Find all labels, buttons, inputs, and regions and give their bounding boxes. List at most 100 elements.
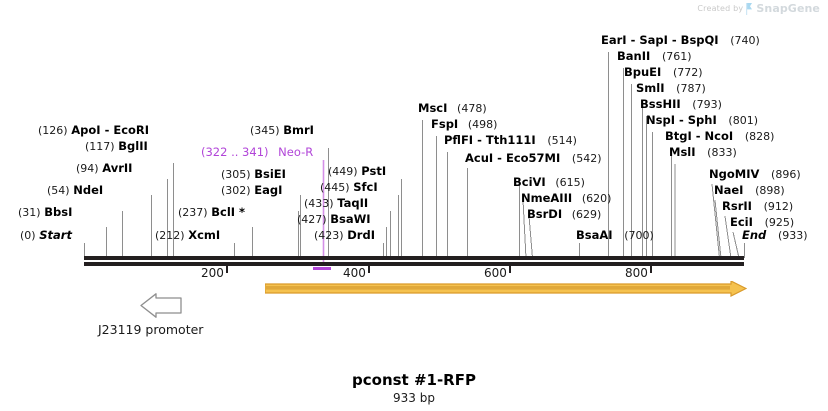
site-position: (126) [38, 124, 68, 137]
site-name: BciVI [513, 175, 546, 189]
site-label-ngomiv[interactable]: NgoMIV (896) [709, 168, 801, 182]
site-label-bbsi[interactable]: (31) BbsI [18, 205, 73, 220]
site-label-start[interactable]: (0) Start [20, 228, 72, 243]
site-label-bcli[interactable]: (237) BclI * [178, 205, 246, 220]
site-label-eari-sapi-bspqi[interactable]: EarI - SapI - BspQI (740) [601, 34, 760, 48]
feature-label-neo-r[interactable]: (322 .. 341) Neo-R [201, 146, 313, 159]
site-name: SmlI [636, 81, 665, 95]
site-position: (302) [221, 184, 251, 197]
ruler-label-600: 600 [484, 266, 507, 280]
site-position: (828) [744, 130, 775, 143]
site-label-acui-eco57mi[interactable]: AcuI - Eco57MI (542) [465, 151, 602, 166]
site-position: (833) [707, 146, 737, 159]
site-position: (772) [672, 66, 703, 79]
site-name: BbsI [44, 205, 73, 219]
site-position: (449) [328, 165, 358, 178]
site-name: BsiEI [254, 167, 286, 181]
site-position: (31) [18, 206, 41, 219]
site-position: (629) [571, 208, 602, 221]
site-name: MscI [418, 101, 448, 115]
site-label-smli[interactable]: SmlI (787) [636, 81, 706, 96]
site-name: AvrII [102, 161, 133, 175]
site-name: NspI - SphI [646, 113, 717, 127]
ruler-label-400: 400 [343, 266, 366, 280]
site-label-nmeaiii[interactable]: NmeAIII (620) [521, 191, 612, 206]
site-name: EciI [730, 215, 753, 229]
site-position: (620) [581, 192, 612, 205]
site-label-rsrii[interactable]: RsrII (912) [722, 200, 794, 214]
site-name: NmeAIII [521, 191, 573, 205]
site-position: (896) [771, 168, 801, 181]
site-label-bcivi[interactable]: BciVI (615) [513, 175, 585, 190]
site-label-naei[interactable]: NaeI (898) [714, 183, 785, 198]
site-label-bglii[interactable]: (117) BglII [85, 139, 148, 154]
site-position: (345) [250, 124, 280, 137]
site-position: (542) [571, 152, 602, 165]
orf-arrow-rfp[interactable] [264, 280, 748, 301]
site-name: XcmI [188, 228, 221, 242]
site-label-sfci[interactable]: (445) SfcI [320, 180, 378, 195]
snapgene-watermark: Created by SnapGene [697, 2, 820, 15]
feature-range: (322 .. 341) [201, 145, 269, 159]
site-label-eagi[interactable]: (302) EagI [221, 183, 283, 198]
site-label-xcmi[interactable]: (212) XcmI [155, 228, 221, 243]
site-name: PflFI - Tth111I [444, 133, 536, 147]
site-label-msli[interactable]: MslI (833) [669, 145, 737, 160]
site-label-bsrdi[interactable]: BsrDI (629) [527, 207, 602, 222]
site-name: BsaAI [576, 228, 613, 242]
site-name: BglII [118, 139, 148, 153]
site-position: (933) [777, 229, 808, 242]
dna-backbone-strand-top [84, 256, 744, 260]
site-label-end[interactable]: End (933) [742, 229, 808, 243]
site-position: (433) [304, 197, 334, 210]
site-name: NaeI [714, 183, 744, 197]
feature-segment-neo-r[interactable] [313, 267, 331, 270]
site-position: (898) [755, 184, 785, 197]
promoter-arrow-j23119[interactable] [140, 293, 182, 323]
page-subtitle: 933 bp [393, 391, 435, 405]
ruler-tick-600 [509, 264, 511, 273]
site-name: SfcI [353, 180, 378, 194]
site-label-ndei[interactable]: (54) NdeI [47, 184, 103, 198]
site-name: BtgI - NcoI [665, 129, 734, 143]
site-position: (787) [676, 82, 706, 95]
site-label-msci[interactable]: MscI (478) [418, 101, 487, 116]
site-position: (0) [20, 229, 36, 242]
site-label-avrii[interactable]: (94) AvrII [76, 161, 133, 176]
site-label-ecii[interactable]: EciI (925) [730, 215, 795, 230]
site-label-banii[interactable]: BanII (761) [617, 50, 692, 64]
site-position: (212) [155, 229, 185, 242]
site-name: BclI * [211, 205, 246, 219]
promoter-label-j23119: J23119 promoter [98, 322, 204, 337]
site-name: EagI [254, 183, 283, 197]
site-position: (117) [85, 140, 115, 153]
site-label-apoi-ecori[interactable]: (126) ApoI - EcoRI [38, 124, 149, 138]
site-label-bsawi[interactable]: (427) BsaWI [297, 213, 371, 227]
dna-backbone-strand-bottom [84, 262, 744, 266]
site-label-psti[interactable]: (449) PstI [328, 164, 387, 179]
site-label-fspi[interactable]: FspI (498) [431, 118, 498, 132]
site-position: (925) [764, 216, 795, 229]
site-position: (761) [661, 50, 692, 63]
site-label-bsshii[interactable]: BssHII (793) [640, 98, 722, 112]
site-position: (498) [467, 118, 498, 131]
site-name: AcuI - Eco57MI [465, 151, 561, 165]
site-label-bpuei[interactable]: BpuEI (772) [624, 66, 703, 80]
site-name: MslI [669, 145, 696, 159]
site-label-btgi-ncoi[interactable]: BtgI - NcoI (828) [665, 129, 775, 144]
site-label-pflfi-tth111i[interactable]: PflFI - Tth111I (514) [444, 133, 577, 148]
site-position: (445) [320, 181, 350, 194]
site-name: Start [39, 228, 72, 242]
site-name: BsrDI [527, 207, 563, 221]
site-name: PstI [361, 164, 387, 178]
site-position: (912) [763, 200, 794, 213]
site-label-taqii[interactable]: (433) TaqII [304, 197, 368, 211]
ruler-label-800: 800 [625, 266, 648, 280]
site-label-drdi[interactable]: (423) DrdI [314, 229, 375, 243]
site-label-nspi-sphi[interactable]: NspI - SphI (801) [646, 113, 758, 128]
site-label-bsiei[interactable]: (305) BsiEI [221, 167, 286, 182]
site-position: (801) [728, 114, 758, 127]
site-label-bsaai[interactable]: BsaAI (700) [576, 228, 654, 243]
site-label-bmri[interactable]: (345) BmrI [250, 124, 314, 138]
